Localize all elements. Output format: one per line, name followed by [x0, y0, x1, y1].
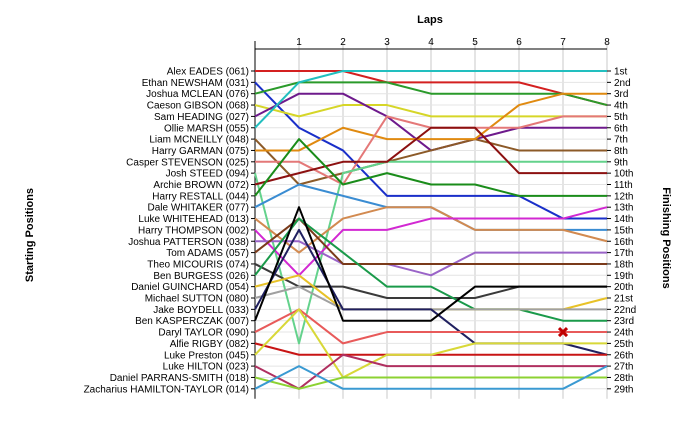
- lap-tick-labels: 1 2 3 4 5 6 7 8: [296, 37, 610, 48]
- driver-label: Daniel PARRANS-SMITH (018): [110, 373, 249, 384]
- finishing-position-label: 17th: [614, 248, 633, 259]
- driver-label: Caeson GIBSON (068): [147, 101, 249, 112]
- series-line: [254, 217, 607, 265]
- driver-label: Liam MCNEILLY (048): [149, 135, 249, 146]
- driver-label: Michael SUTTON (080): [145, 294, 249, 305]
- lap-tick-label: 6: [516, 37, 522, 48]
- series-line: [254, 217, 607, 322]
- driver-label: Alfie RIGBY (082): [170, 339, 249, 350]
- series-line: [254, 308, 607, 379]
- finishing-position-labels: 1st2nd3rd4th5th6th7th8th9th10th11th12th1…: [614, 67, 636, 396]
- driver-label: Sam HEADING (027): [154, 112, 249, 123]
- finishing-position-label: 19th: [614, 271, 633, 282]
- lap-tick-label: 7: [560, 37, 566, 48]
- driver-label: Dale WHITAKER (077): [147, 203, 249, 214]
- driver-label: Luke HILTON (023): [163, 362, 249, 373]
- series-line: [254, 138, 607, 186]
- series-line: [254, 104, 607, 118]
- series-line: [254, 126, 607, 186]
- finishing-position-label: 7th: [614, 135, 628, 146]
- series-line: [254, 206, 607, 322]
- series-line: [255, 240, 607, 277]
- y-axis-title-right: Finishing Positions: [660, 187, 672, 288]
- driver-label: Harry GARMAN (075): [152, 146, 249, 157]
- driver-label: Daniel GUINCHARD (054): [131, 282, 249, 293]
- finishing-position-label: 6th: [614, 123, 628, 134]
- retired-marker: [557, 326, 569, 338]
- finishing-position-label: 16th: [614, 237, 633, 248]
- driver-label: Josh STEED (094): [166, 169, 249, 180]
- finishing-position-label: 13th: [614, 203, 633, 214]
- driver-label: Harry RESTALL (044): [152, 191, 249, 202]
- finishing-position-label: 5th: [614, 112, 628, 123]
- series-line: [254, 81, 608, 107]
- finishing-position-label: 25th: [614, 339, 633, 350]
- driver-label: Joshua MCLEAN (076): [146, 89, 249, 100]
- driver-label: Luke Preston (045): [164, 350, 249, 361]
- finishing-position-label: 15th: [614, 225, 633, 236]
- finishing-position-label: 28th: [614, 373, 633, 384]
- finishing-position-label: 4th: [614, 101, 628, 112]
- retirement-markers: [557, 326, 569, 338]
- finishing-position-label: 14th: [614, 214, 633, 225]
- lap-tick-label: 5: [472, 37, 478, 48]
- series-line: [254, 81, 607, 220]
- finishing-position-label: 21st: [614, 294, 633, 305]
- x-axis-title: Laps: [417, 14, 443, 26]
- driver-label: Ben KASPERCZAK (007): [135, 316, 249, 327]
- finishing-position-label: 11th: [614, 180, 633, 191]
- driver-label: Archie BROWN (072): [153, 180, 249, 191]
- driver-label: Tom ADAMS (057): [166, 248, 249, 259]
- finishing-position-label: 2nd: [614, 78, 631, 89]
- driver-label: Ollie MARSH (055): [164, 123, 249, 134]
- y-axis-title-left: Starting Positions: [24, 188, 36, 282]
- driver-label: Zacharius HAMILTON-TAYLOR (014): [84, 384, 249, 395]
- finishing-position-label: 9th: [614, 157, 628, 168]
- finishing-position-label: 18th: [614, 259, 633, 270]
- driver-label: Jake BOYDELL (033): [153, 305, 249, 316]
- series-line: [254, 206, 608, 277]
- finishing-position-label: 20th: [614, 282, 633, 293]
- driver-label: Joshua PATTERSON (038): [128, 237, 249, 248]
- driver-label: Ben BURGESS (026): [153, 271, 249, 282]
- series-line: [254, 206, 608, 254]
- finishing-position-label: 29th: [614, 384, 633, 395]
- lap-tick-label: 8: [604, 37, 610, 48]
- lap-tick-label: 1: [296, 37, 302, 48]
- series-line: [254, 376, 607, 390]
- lap-tick-label: 3: [384, 37, 390, 48]
- driver-label: Alex EADES (061): [167, 67, 249, 78]
- starting-position-labels: Alex EADES (061)Ethan NEWSHAM (031)Joshu…: [84, 67, 249, 396]
- finishing-position-label: 27th: [614, 362, 633, 373]
- finishing-position-label: 12th: [614, 191, 633, 202]
- finishing-position-label: 8th: [614, 146, 628, 157]
- driver-label: Luke WHITEHEAD (013): [138, 214, 249, 225]
- series-line: [254, 70, 607, 129]
- finishing-position-label: 26th: [614, 350, 633, 361]
- series-line: [254, 308, 607, 345]
- series-line: [254, 138, 607, 197]
- driver-label: Theo MICOURIS (074): [147, 259, 249, 270]
- finishing-position-label: 22nd: [614, 305, 636, 316]
- driver-label: Daryl TAYLOR (090): [158, 328, 249, 339]
- lap-tick-label: 2: [340, 37, 346, 48]
- finishing-position-label: 10th: [614, 169, 633, 180]
- driver-label: Ethan NEWSHAM (031): [142, 78, 249, 89]
- series-line: [254, 365, 608, 390]
- finishing-position-label: 3rd: [614, 89, 628, 100]
- finishing-position-label: 1st: [614, 67, 628, 78]
- series-line: [254, 353, 607, 390]
- position-lines: [254, 70, 608, 390]
- series-line: [255, 70, 608, 107]
- finishing-position-label: 23rd: [614, 316, 634, 327]
- driver-label: Casper STEVENSON (025): [126, 157, 249, 168]
- finishing-position-label: 24th: [614, 328, 633, 339]
- series-line: [255, 92, 607, 152]
- driver-label: Harry THOMPSON (002): [138, 225, 249, 236]
- lap-tick-label: 4: [428, 37, 434, 48]
